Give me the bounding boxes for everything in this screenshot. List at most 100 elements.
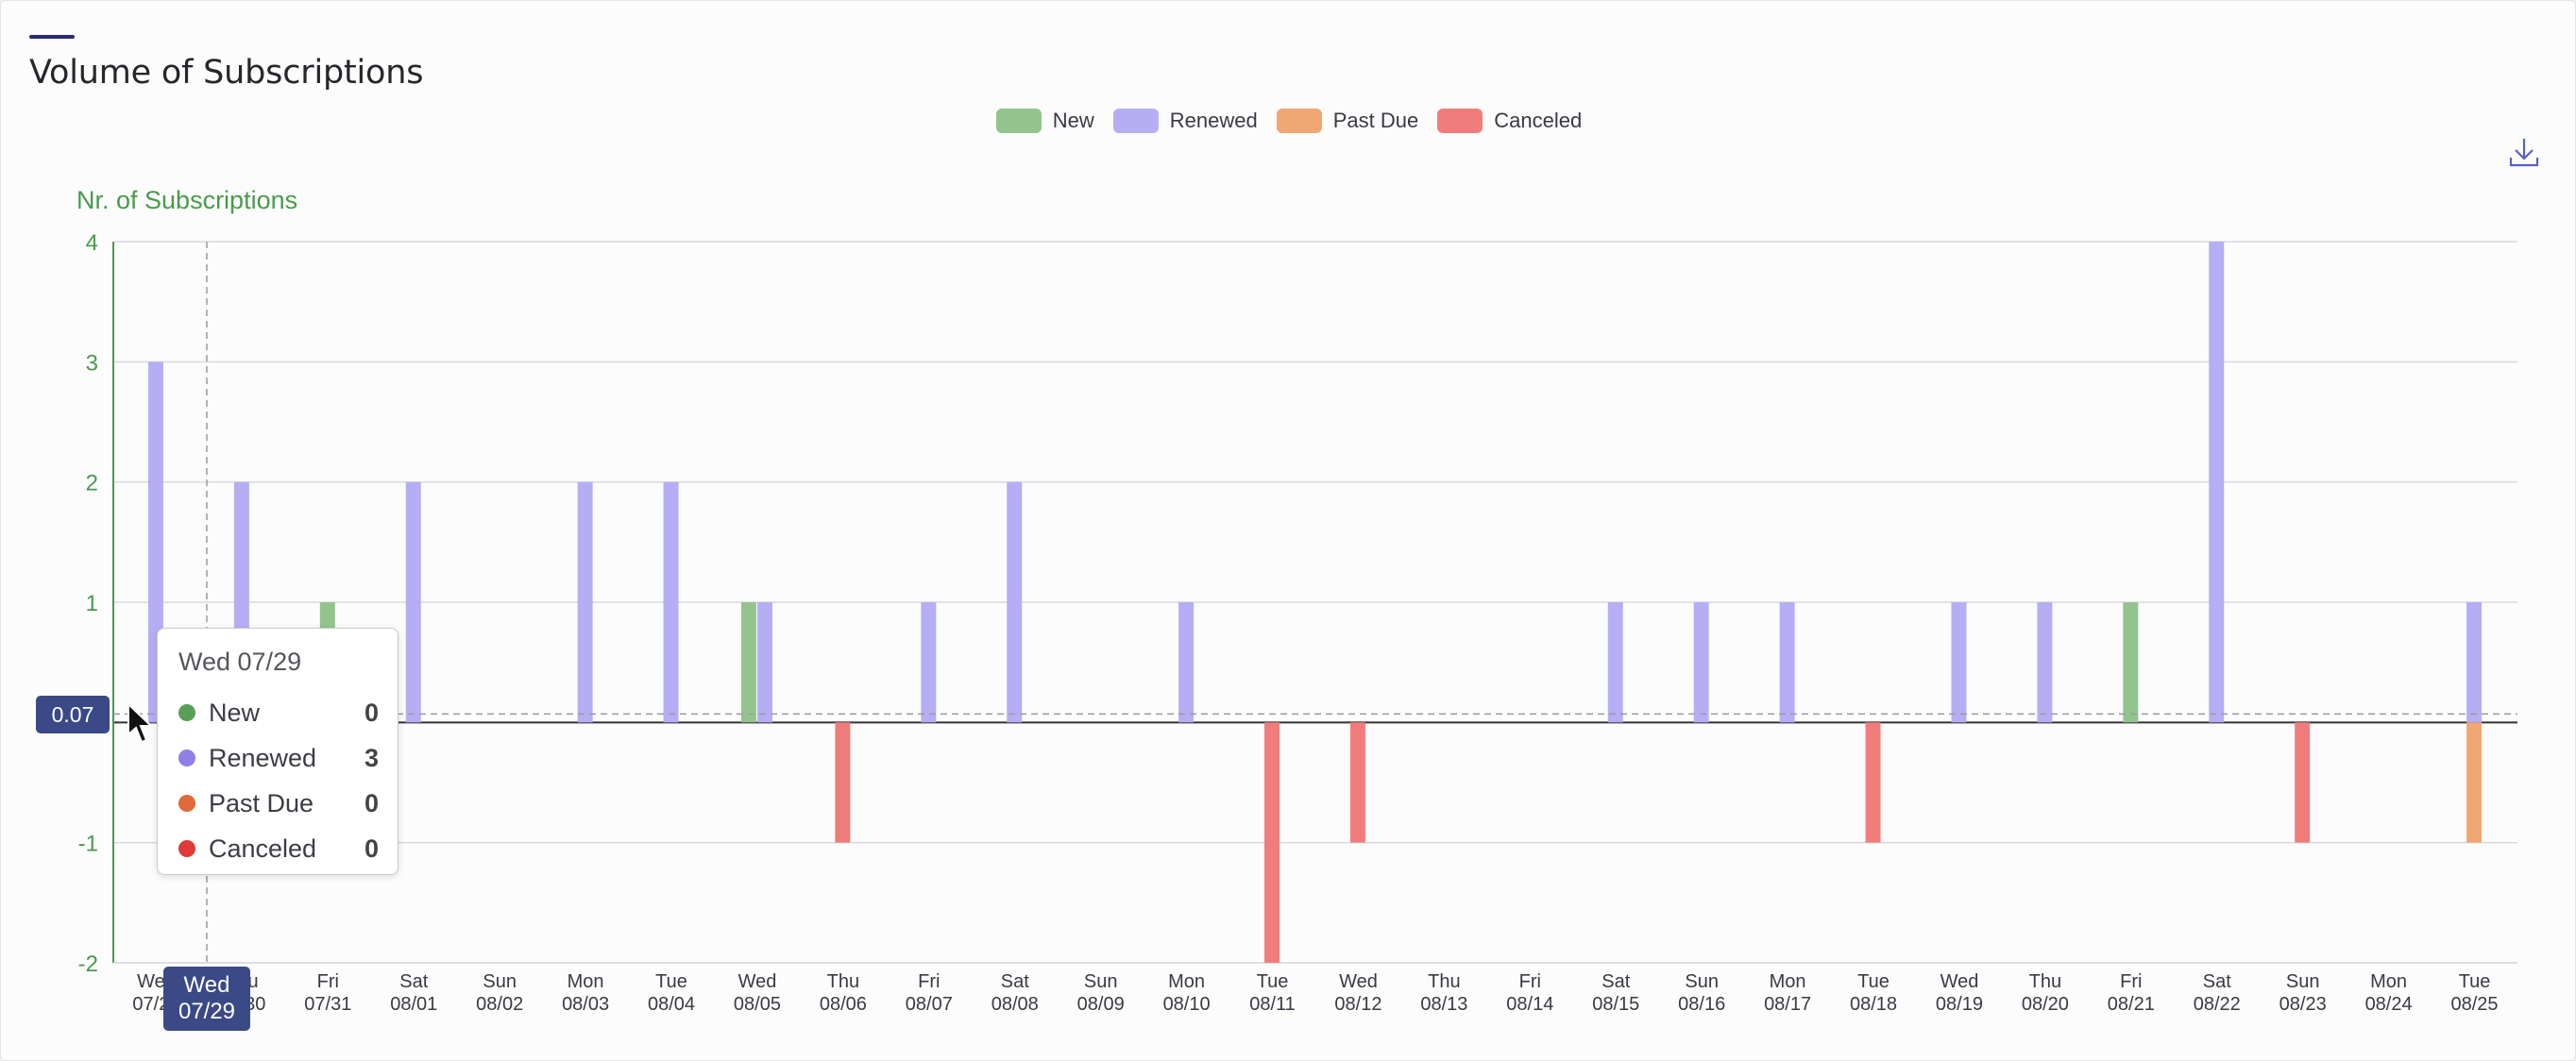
x-tick-day: Fri [317,971,339,992]
x-tick-day: Mon [1168,971,1205,992]
x-tick-day: Sun [1084,971,1118,992]
x-tick-date: 08/10 [1163,994,1211,1015]
x-tick-day: Sat [2203,971,2231,992]
x-tick-date: 08/19 [1936,994,1983,1015]
chart-title: Volume of Subscriptions [29,54,424,92]
tooltip-date: Wed 07/29 [178,648,302,676]
x-tick-day: Wed [1940,971,1979,992]
x-tick-date: 08/21 [2108,994,2155,1015]
y-axis-label: Nr. of Subscriptions [76,186,298,214]
bar-canceled [2295,722,2311,843]
x-tick-day: Fri [2120,971,2142,992]
tooltip-row-new: New 0 [178,690,379,735]
mouse-pointer-icon [127,702,154,744]
legend-item-canceled[interactable]: Canceled [1437,109,1582,133]
tooltip-series-value: 0 [364,834,379,863]
tooltip-series-label: Canceled [209,834,317,863]
x-tick-date: 08/23 [2279,994,2327,1015]
legend-item-past-due[interactable]: Past Due [1276,109,1419,133]
download-icon[interactable] [2505,133,2543,171]
y-tick-label: -2 [78,952,98,977]
x-tick-date: 08/14 [1506,994,1553,1015]
bar-new [2123,602,2139,723]
x-tick-day: Fri [1519,971,1541,992]
x-tick-date: 08/08 [991,994,1039,1015]
tooltip-series-label: New [209,698,261,727]
tooltip-series-value: 0 [364,698,379,727]
bar-renewed [2466,602,2483,723]
y-tick-label: 3 [86,350,98,376]
tooltip-row-canceled: Canceled 0 [178,826,379,871]
bar-renewed [1178,602,1195,723]
x-tick-date: 08/09 [1077,994,1125,1015]
x-tick-day: Wed [1339,971,1378,992]
tooltip-dot [178,749,195,766]
x-tick-day: Thu [2029,971,2061,992]
tooltip-series-value: 0 [364,788,379,817]
x-tick-day: Sat [399,971,428,992]
x-tick-date: 08/03 [562,994,609,1015]
x-tick-date: 08/02 [476,994,523,1015]
y-tick-label: 1 [86,591,98,616]
x-tick-day: Mon [568,971,604,992]
x-tick-date: 08/13 [1420,994,1467,1015]
bar-renewed [2209,242,2225,723]
tooltip-series-label: Past Due [209,788,314,817]
crosshair-x-day: Wed [183,972,230,998]
x-tick-day: Tue [2459,971,2491,992]
tooltip-series-label: Renewed [209,743,317,772]
y-tick-label: 2 [86,471,98,497]
x-tick-date: 07/31 [304,994,351,1015]
x-tick-day: Mon [2370,971,2407,992]
bar-renewed [1607,602,1623,723]
x-tick-date: 08/17 [1764,994,1811,1015]
legend-swatch [1112,109,1159,133]
y-tick-label: -1 [78,832,98,857]
legend: New Renewed Past Due Canceled [1,109,2576,133]
legend-item-renewed[interactable]: Renewed [1112,109,1258,133]
bar-renewed [1951,602,1967,723]
bar-renewed [405,481,421,723]
bar-renewed [2037,602,2053,723]
x-tick-day: Sun [1685,971,1719,992]
legend-label: Past Due [1332,109,1419,132]
bar-canceled [1349,722,1365,843]
tooltip-series-value: 3 [364,743,379,772]
x-tick-day: Fri [918,971,940,992]
x-tick-day: Thu [1428,971,1460,992]
legend-swatch [1276,109,1322,133]
x-tick-date: 08/15 [1592,994,1639,1015]
x-tick-date: 08/25 [2451,994,2499,1015]
tooltip-row-past-due: Past Due 0 [178,781,379,826]
x-tick-date: 08/06 [820,994,867,1015]
x-tick-day: Sun [2286,971,2320,992]
x-tick-date: 08/01 [390,994,437,1015]
title-accent-bar [29,35,75,39]
crosshair-x-date: 07/29 [178,999,236,1024]
x-tick-date: 08/22 [2194,994,2241,1015]
tooltip: Wed 07/29 New 0 Renewed 3 Past Due 0 Canceled 0 [157,628,398,875]
legend-label: Renewed [1169,109,1258,132]
x-tick-date: 08/11 [1249,994,1296,1015]
x-tick-date: 08/04 [648,994,695,1015]
x-tick-day: Tue [655,971,687,992]
x-tick-day: Tue [1857,971,1890,992]
tooltip-dot [178,795,195,812]
tooltip-row-renewed: Renewed 3 [178,735,379,781]
tooltip-dot [178,840,195,857]
bar-renewed [663,481,679,723]
bar-renewed [1007,481,1023,723]
bar-canceled [1264,722,1280,963]
bar-canceled [835,722,851,843]
bar-renewed [1779,602,1795,723]
bar-renewed [921,602,937,723]
x-tick-date: 08/24 [2365,994,2413,1015]
x-tick-day: Sat [1602,971,1630,992]
legend-label: Canceled [1494,109,1583,132]
x-tick-date: 08/20 [2022,994,2069,1015]
tooltip-dot [178,704,195,721]
legend-swatch [1437,109,1483,133]
legend-item-new[interactable]: New [995,109,1094,133]
x-tick-date: 08/18 [1850,994,1897,1015]
